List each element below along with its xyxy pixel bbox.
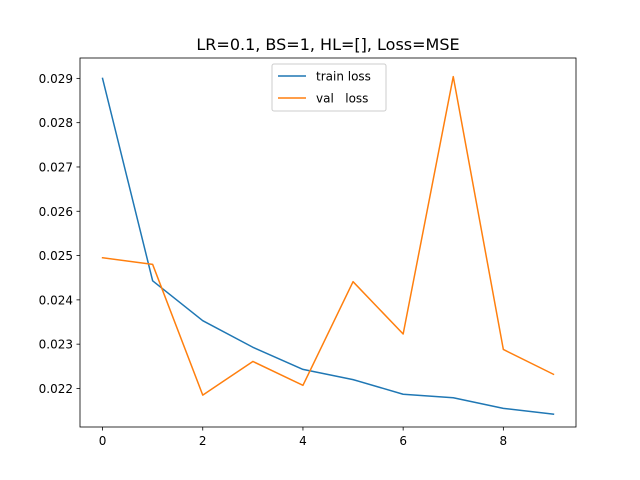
- y-tick-label: 0.022: [39, 382, 73, 396]
- legend-label-1: train loss: [316, 70, 371, 84]
- series-line-2: [101, 75, 555, 396]
- x-tick-label: 8: [500, 434, 508, 448]
- y-tick-label: 0.023: [39, 338, 73, 352]
- legend-label-2: val loss: [316, 92, 368, 106]
- chart-title: LR=0.1, BS=1, HL=[], Loss=MSE: [196, 35, 459, 54]
- x-tick-label: 4: [299, 434, 307, 448]
- x-tick-label: 0: [99, 434, 107, 448]
- y-tick-label: 0.024: [39, 293, 73, 307]
- axes-frame: [79, 57, 577, 428]
- y-tick-label: 0.028: [39, 116, 73, 130]
- series-line-1: [101, 77, 555, 415]
- plot-area: 0 2 4 6 8 0.022 0.023 0.024 0.025 0.026 0.027 0.028…: [39, 57, 577, 448]
- x-tick-label: 6: [399, 434, 407, 448]
- y-tick-label: 0.025: [39, 249, 73, 263]
- y-tick-label: 0.029: [39, 72, 73, 86]
- y-tick-label: 0.027: [39, 160, 73, 174]
- y-tick-label: 0.026: [39, 205, 73, 219]
- x-tick-label: 2: [199, 434, 207, 448]
